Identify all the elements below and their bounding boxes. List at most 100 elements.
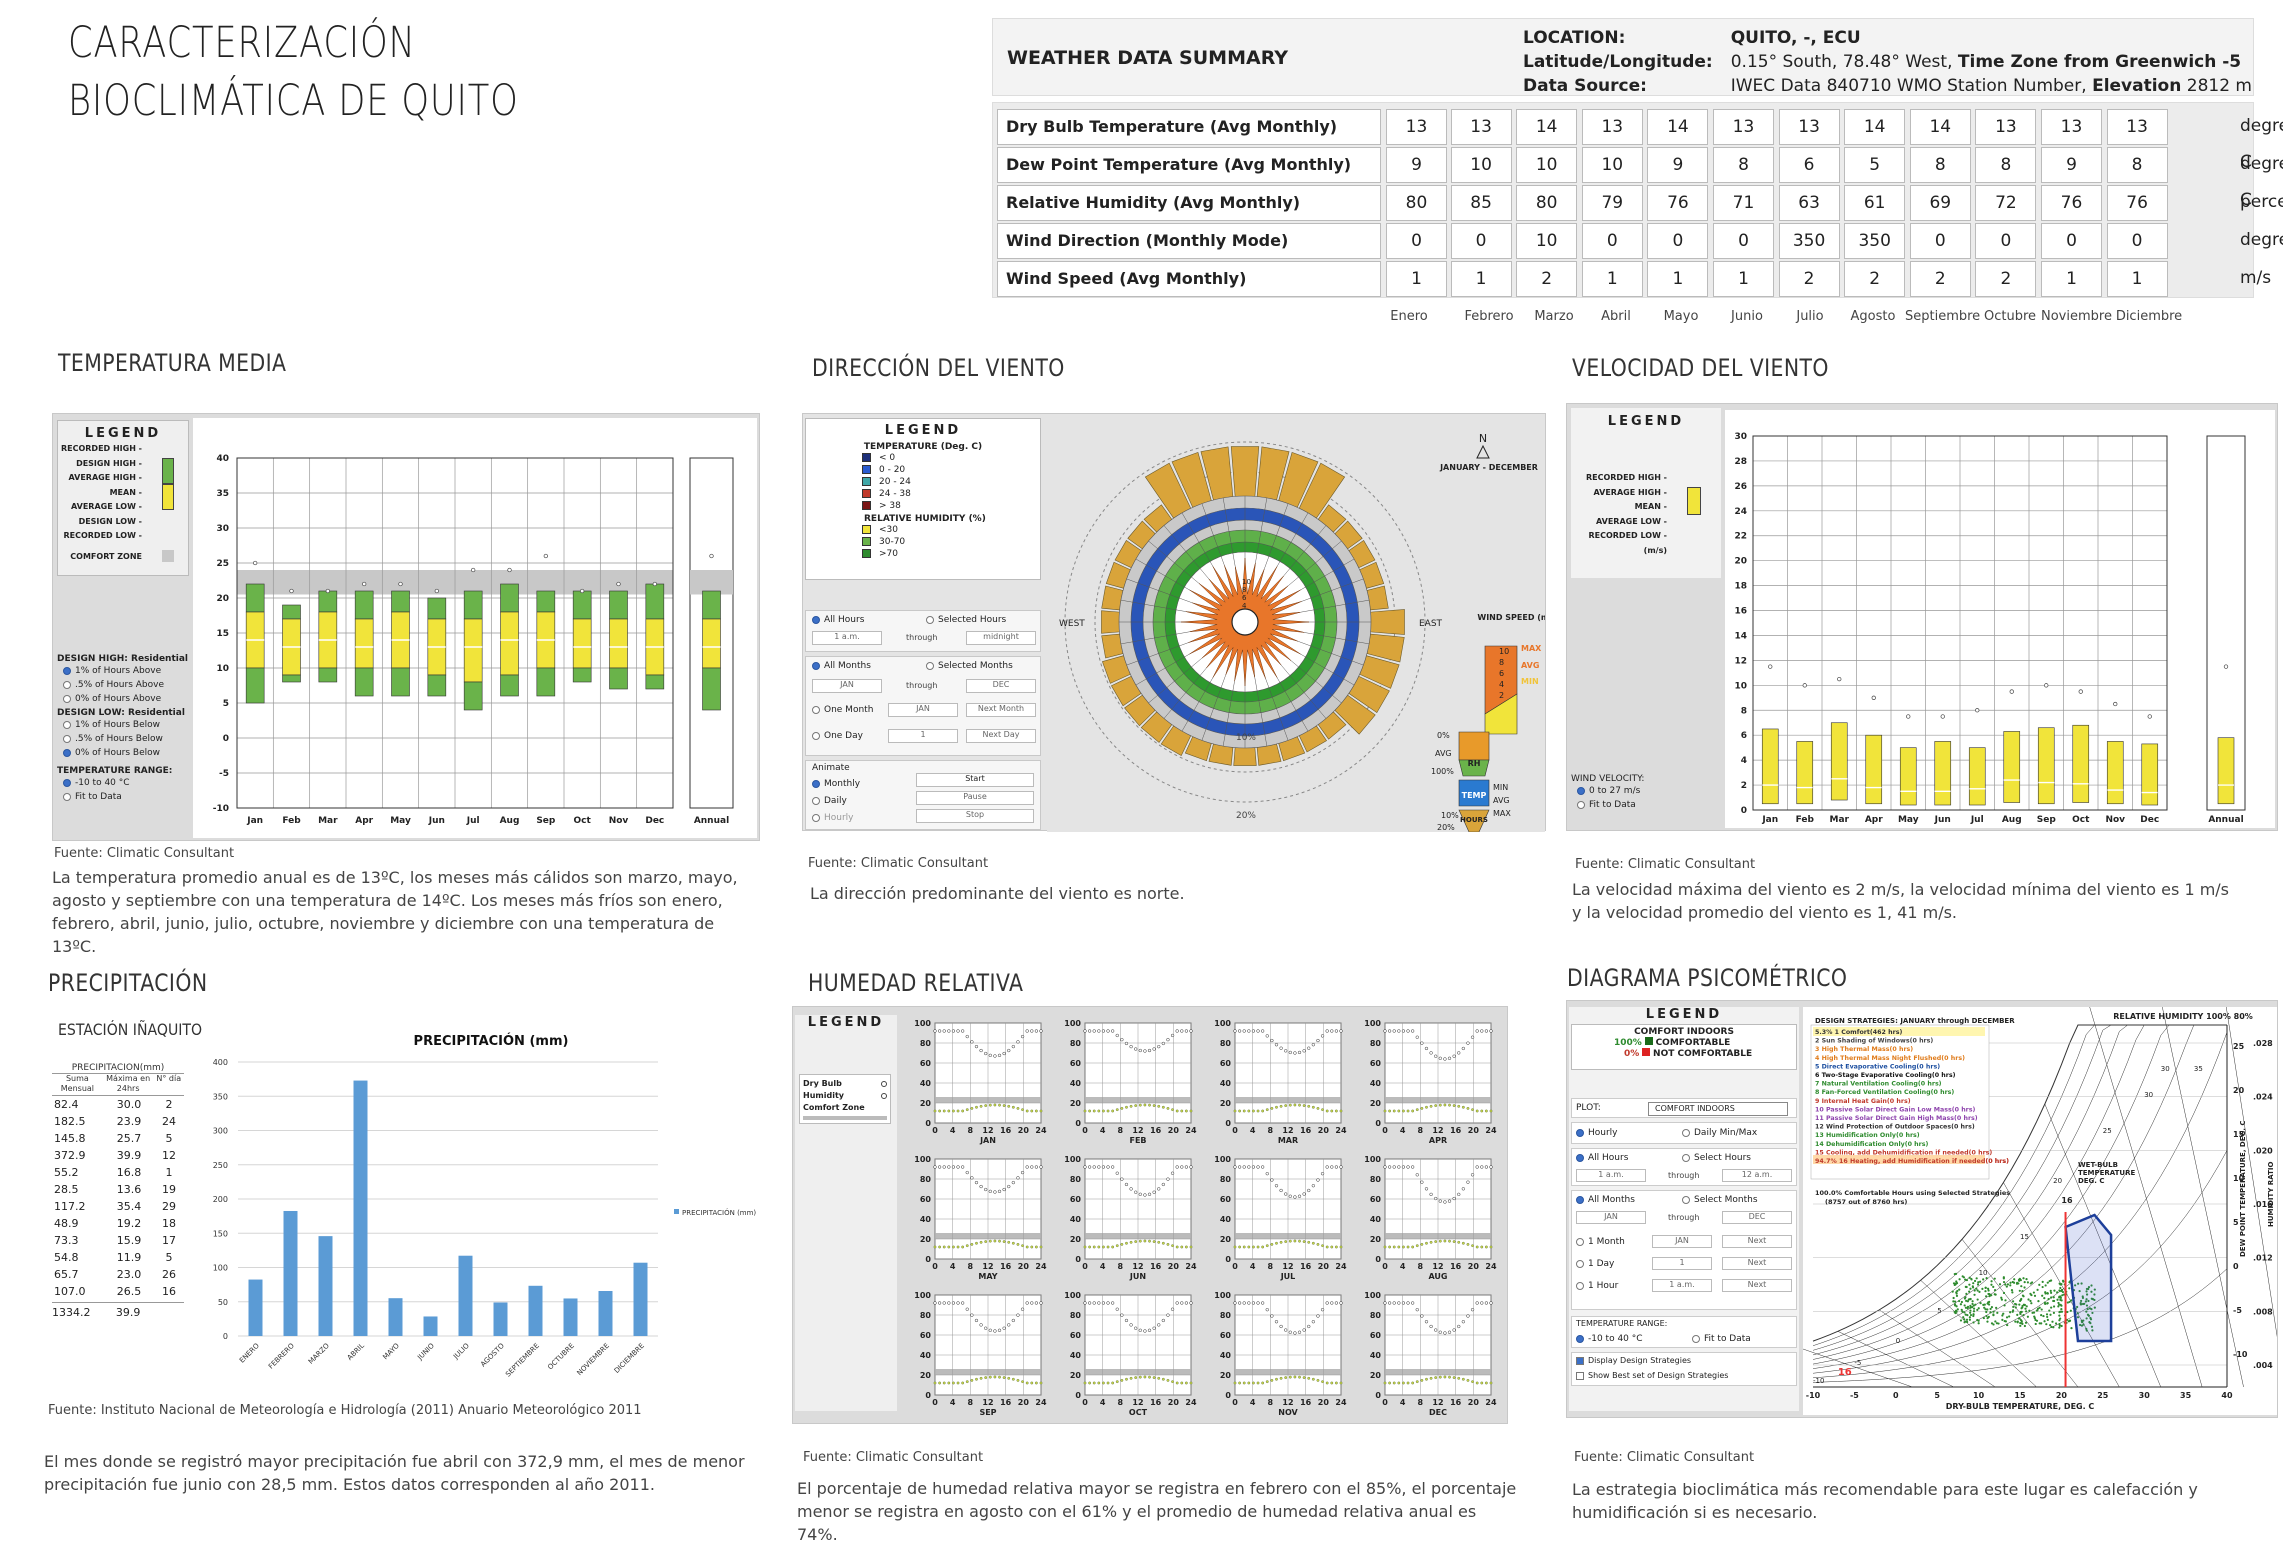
selected-months-option[interactable]: Selected Months: [926, 659, 1013, 673]
selected-months-option-radio[interactable]: [926, 661, 934, 670]
all-months-option[interactable]: All Months: [1576, 1193, 1635, 1207]
design-low-bar: [645, 674, 665, 690]
animate-hourly-option[interactable]: Hourly: [812, 811, 854, 825]
all-hours-option[interactable]: All Hours: [1576, 1151, 1628, 1165]
one-month-option[interactable]: One Month: [812, 703, 873, 717]
next-day-button[interactable]: Next Day: [966, 729, 1036, 743]
psy-range-option-radio[interactable]: [1692, 1334, 1700, 1343]
psy-hour-from[interactable]: 1 a.m.: [1576, 1169, 1646, 1182]
psy-next-hour[interactable]: Next: [1722, 1279, 1792, 1292]
psy-range-option-radio[interactable]: [1576, 1334, 1584, 1343]
drybulb-point: [1275, 1377, 1278, 1381]
one-month-option-radio[interactable]: [1576, 1237, 1584, 1246]
one-month-select[interactable]: JAN: [888, 703, 958, 717]
psy-hour-to[interactable]: 12 a.m.: [1722, 1169, 1792, 1182]
velocity-option-radio[interactable]: [1577, 800, 1585, 809]
month-label: JAN: [979, 1136, 996, 1145]
design-low-option-radio[interactable]: [63, 720, 71, 729]
drybulb-point: [1265, 1244, 1269, 1248]
hour-to-select[interactable]: midnight: [966, 631, 1036, 645]
all-hours-option-radio[interactable]: [812, 615, 820, 624]
hour-from-select[interactable]: 1 a.m.: [812, 631, 882, 645]
temp-range-option[interactable]: Fit to Data: [63, 790, 189, 804]
all-months-option[interactable]: All Months: [812, 659, 871, 673]
psy-range-option[interactable]: -10 to 40 °C: [1576, 1332, 1643, 1346]
checkbox[interactable]: [1576, 1371, 1584, 1380]
selected-hours-option-radio[interactable]: [926, 615, 934, 624]
daily-minmax-option[interactable]: Daily Min/Max: [1682, 1126, 1757, 1140]
one-month-option[interactable]: 1 Month: [1576, 1235, 1625, 1249]
animate-daily-option[interactable]: Daily: [812, 794, 847, 808]
stop-button[interactable]: Stop: [916, 809, 1034, 823]
psy-range-option[interactable]: Fit to Data: [1692, 1332, 1751, 1346]
psy-month-select[interactable]: JAN: [1652, 1235, 1712, 1248]
pause-button[interactable]: Pause: [916, 791, 1034, 805]
speed-recorded-high: [2078, 689, 2083, 694]
one-hour-option-radio[interactable]: [1576, 1281, 1584, 1290]
design-high-option[interactable]: 1% of Hours Above: [63, 664, 189, 678]
one-day-option-radio[interactable]: [1576, 1259, 1584, 1268]
psy-hour-point: [1985, 1276, 1988, 1280]
month-from-select[interactable]: JAN: [812, 679, 882, 693]
wind-speed-petal: [1101, 610, 1120, 634]
selected-hours-option[interactable]: Selected Hours: [926, 613, 1006, 627]
design-high-option-radio[interactable]: [63, 666, 71, 675]
one-day-option[interactable]: 1 Day: [1576, 1257, 1614, 1271]
select-hours-option-radio[interactable]: [1682, 1153, 1690, 1162]
psy-next-month[interactable]: Next: [1722, 1235, 1792, 1248]
one-day-option-radio[interactable]: [812, 731, 820, 740]
hr-tick: .020: [2253, 1146, 2273, 1155]
design-strategy-check[interactable]: Show Best set of Design Strategies: [1576, 1371, 1728, 1380]
select-hours-option[interactable]: Select Hours: [1682, 1151, 1751, 1165]
design-strategy-check[interactable]: Display Design Strategies: [1576, 1356, 1691, 1365]
temp-range-option-radio[interactable]: [63, 792, 71, 801]
select-months-option[interactable]: Select Months: [1682, 1193, 1758, 1207]
design-low-option-radio[interactable]: [63, 748, 71, 757]
animate-monthly-option-radio[interactable]: [812, 779, 820, 788]
daily-minmax-option-radio[interactable]: [1682, 1128, 1690, 1137]
psy-next-day[interactable]: Next: [1722, 1257, 1792, 1270]
velocity-option[interactable]: Fit to Data: [1577, 798, 1721, 812]
plot-select[interactable]: COMFORT INDOORS: [1648, 1102, 1788, 1116]
x-tick-label: 12: [1432, 1262, 1443, 1271]
psy-hour-point: [1969, 1306, 1972, 1309]
all-months-option-radio[interactable]: [812, 661, 820, 670]
design-high-option-radio[interactable]: [63, 694, 71, 703]
velocity-option-radio[interactable]: [1577, 786, 1585, 795]
psy-hour-point: [2057, 1305, 2060, 1308]
animate-hourly-option-radio[interactable]: [812, 813, 820, 822]
psy-hour-point: [2040, 1314, 2043, 1317]
all-hours-option[interactable]: All Hours: [812, 613, 864, 627]
month-to-select[interactable]: DEC: [966, 679, 1036, 693]
hourly-option-radio[interactable]: [1576, 1128, 1584, 1137]
design-low-option[interactable]: .5% of Hours Below: [63, 732, 189, 746]
one-hour-option[interactable]: 1 Hour: [1576, 1279, 1618, 1293]
psy-month-from[interactable]: JAN: [1576, 1211, 1646, 1224]
one-day-option[interactable]: One Day: [812, 729, 863, 743]
temp-range-option[interactable]: -10 to 40 °C: [63, 776, 189, 790]
velocity-option[interactable]: 0 to 27 m/s: [1577, 784, 1721, 798]
design-high-option[interactable]: .5% of Hours Above: [63, 678, 189, 692]
psy-hour-select[interactable]: 1 a.m.: [1652, 1279, 1712, 1292]
design-high-option[interactable]: 0% of Hours Above: [63, 692, 189, 706]
design-high-option-radio[interactable]: [63, 680, 71, 689]
select-months-option-radio[interactable]: [1682, 1195, 1690, 1204]
all-hours-option-radio[interactable]: [1576, 1153, 1584, 1162]
design-low-option[interactable]: 0% of Hours Below: [63, 746, 189, 760]
all-months-option-radio[interactable]: [1576, 1195, 1584, 1204]
humidity-point: [1247, 1029, 1251, 1033]
one-day-select[interactable]: 1: [888, 729, 958, 743]
next-month-button[interactable]: Next Month: [966, 703, 1036, 717]
animate-daily-option-radio[interactable]: [812, 796, 820, 805]
temp-range-option-radio[interactable]: [63, 778, 71, 787]
checkbox[interactable]: [1576, 1356, 1584, 1365]
design-low-bar: [245, 667, 265, 704]
psy-month-to[interactable]: DEC: [1722, 1211, 1792, 1224]
start-button[interactable]: Start: [916, 773, 1034, 787]
animate-monthly-option[interactable]: Monthly: [812, 777, 860, 791]
psy-day-select[interactable]: 1: [1652, 1257, 1712, 1270]
hourly-option[interactable]: Hourly: [1576, 1126, 1618, 1140]
design-low-option[interactable]: 1% of Hours Below: [63, 718, 189, 732]
design-low-option-radio[interactable]: [63, 734, 71, 743]
one-month-option-radio[interactable]: [812, 705, 820, 714]
